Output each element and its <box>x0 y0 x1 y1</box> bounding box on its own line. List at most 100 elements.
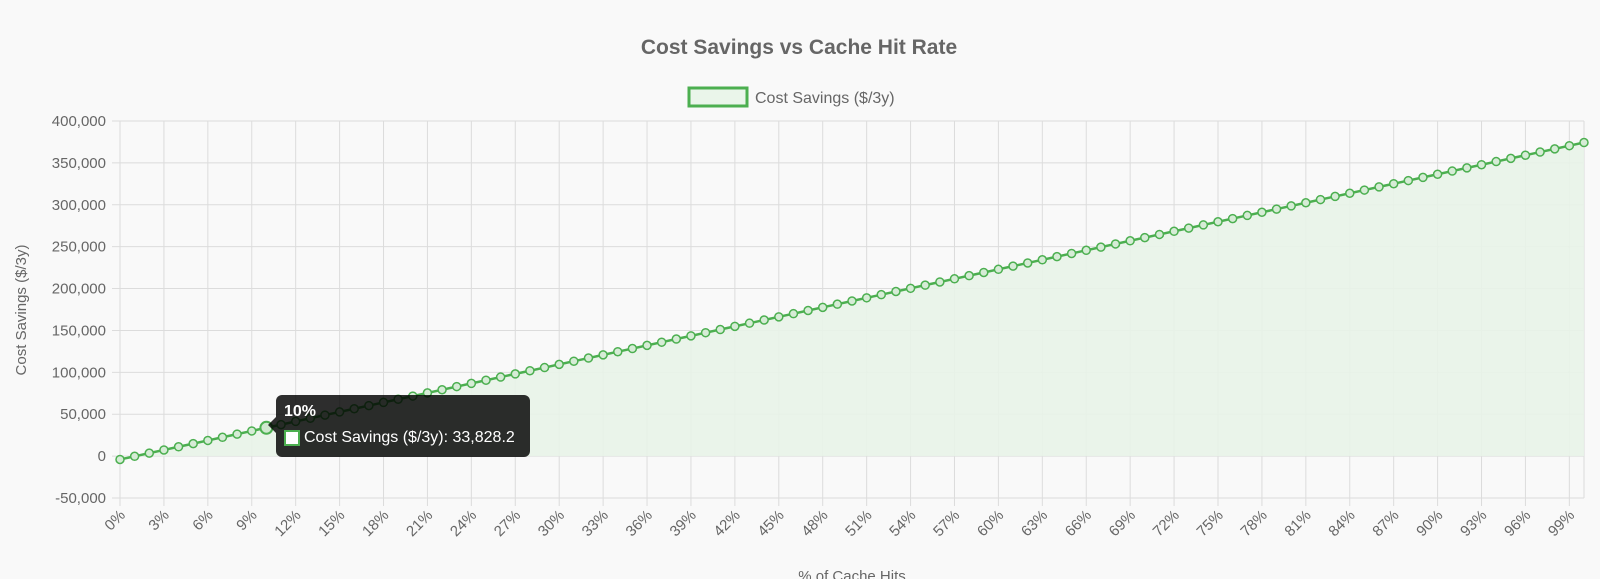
data-point[interactable] <box>1520 150 1531 160</box>
data-point[interactable] <box>481 375 491 385</box>
data-point[interactable] <box>671 334 682 344</box>
data-point[interactable] <box>1213 217 1223 227</box>
data-point[interactable] <box>510 369 521 379</box>
data-point[interactable] <box>1271 204 1282 214</box>
data-point[interactable] <box>1345 188 1355 198</box>
x-tick-label: 27% <box>491 507 524 540</box>
data-point[interactable] <box>583 353 594 363</box>
data-point[interactable] <box>847 296 857 306</box>
data-point[interactable] <box>935 277 945 287</box>
x-tick-label: 75% <box>1194 507 1227 540</box>
data-point[interactable] <box>1096 242 1106 252</box>
data-point[interactable] <box>1227 213 1238 224</box>
data-point[interactable] <box>1198 220 1209 230</box>
data-point[interactable] <box>1579 137 1589 148</box>
data-point[interactable] <box>525 365 535 376</box>
data-point[interactable] <box>1549 144 1560 154</box>
x-axis-ticks: 0% 3% 6% 9% 12% 15% 18% 21% 24% 27% 30% 33% 36% 39% 42… <box>101 507 1578 540</box>
data-point[interactable] <box>115 454 125 465</box>
data-point[interactable] <box>700 327 711 338</box>
data-point[interactable] <box>1447 166 1457 176</box>
data-point[interactable] <box>774 312 784 322</box>
data-point[interactable] <box>1008 261 1018 271</box>
data-point[interactable] <box>993 264 1004 275</box>
data-point[interactable] <box>1403 175 1414 186</box>
data-point[interactable] <box>554 359 564 370</box>
data-point[interactable] <box>686 331 696 341</box>
data-point[interactable] <box>891 286 901 297</box>
data-point[interactable] <box>232 429 242 439</box>
data-point[interactable] <box>1286 201 1296 211</box>
data-point[interactable] <box>744 318 755 328</box>
y-tick-label: 250,000 <box>52 239 106 256</box>
data-point[interactable] <box>1564 140 1575 151</box>
data-point[interactable] <box>803 305 813 316</box>
data-point[interactable] <box>1418 172 1428 183</box>
data-point[interactable] <box>832 299 843 309</box>
data-point[interactable] <box>1125 236 1135 246</box>
data-point[interactable] <box>1140 232 1150 243</box>
data-point[interactable] <box>979 267 989 278</box>
data-point[interactable] <box>569 356 579 366</box>
data-point[interactable] <box>1022 258 1033 268</box>
data-point[interactable] <box>1462 163 1472 173</box>
data-point[interactable] <box>495 372 506 382</box>
data-point[interactable] <box>1535 147 1545 157</box>
data-point[interactable] <box>1491 156 1501 167</box>
data-point[interactable] <box>642 340 652 351</box>
data-point[interactable] <box>1081 245 1091 256</box>
data-point[interactable] <box>159 445 169 455</box>
data-point[interactable] <box>437 384 447 395</box>
data-point[interactable] <box>964 270 974 281</box>
data-point[interactable] <box>247 426 257 436</box>
data-point[interactable] <box>451 381 462 392</box>
data-point[interactable] <box>627 343 638 354</box>
data-point[interactable] <box>217 432 228 443</box>
y-axis-label: Cost Savings ($/3y) <box>13 245 30 376</box>
data-point[interactable] <box>1169 226 1179 237</box>
data-point[interactable] <box>539 362 550 373</box>
data-point[interactable] <box>920 280 930 290</box>
data-point[interactable] <box>715 324 725 335</box>
data-point[interactable] <box>203 435 213 446</box>
data-point[interactable] <box>1052 251 1062 262</box>
legend[interactable]: Cost Savings ($/3y) <box>687 86 895 108</box>
data-point[interactable] <box>817 302 828 313</box>
data-point[interactable] <box>1476 159 1487 170</box>
data-point[interactable] <box>188 438 198 449</box>
data-point[interactable] <box>1432 169 1443 179</box>
x-tick-label: 51% <box>842 507 875 540</box>
x-tick-label: 9% <box>233 507 260 534</box>
data-point[interactable] <box>129 451 140 462</box>
data-point[interactable] <box>613 346 623 357</box>
data-point[interactable] <box>1388 178 1399 189</box>
data-point[interactable] <box>1242 210 1253 221</box>
data-point[interactable] <box>1330 191 1340 202</box>
data-point[interactable] <box>876 289 887 300</box>
data-point[interactable] <box>1301 197 1311 208</box>
data-point[interactable] <box>730 321 740 332</box>
data-point[interactable] <box>1257 207 1267 218</box>
data-point[interactable] <box>1506 153 1516 164</box>
data-point[interactable] <box>1374 182 1384 192</box>
data-point[interactable] <box>1066 248 1077 259</box>
data-point[interactable] <box>788 308 799 319</box>
data-point[interactable] <box>1037 255 1048 265</box>
data-point[interactable] <box>1315 194 1326 205</box>
data-point[interactable] <box>861 293 872 303</box>
series-points[interactable] <box>115 137 1589 465</box>
x-tick-label: 48% <box>798 507 831 540</box>
data-point[interactable] <box>144 448 155 458</box>
data-point[interactable] <box>1183 223 1194 233</box>
x-tick-label: 96% <box>1501 507 1534 540</box>
data-point[interactable] <box>949 274 960 284</box>
data-point[interactable] <box>598 350 608 360</box>
data-point[interactable] <box>759 315 769 325</box>
data-point[interactable] <box>1110 239 1121 249</box>
data-point[interactable] <box>905 283 916 294</box>
data-point[interactable] <box>656 337 667 347</box>
data-point[interactable] <box>1359 185 1370 195</box>
data-point[interactable] <box>1154 229 1165 240</box>
data-point[interactable] <box>466 378 477 389</box>
data-point[interactable] <box>173 442 184 452</box>
